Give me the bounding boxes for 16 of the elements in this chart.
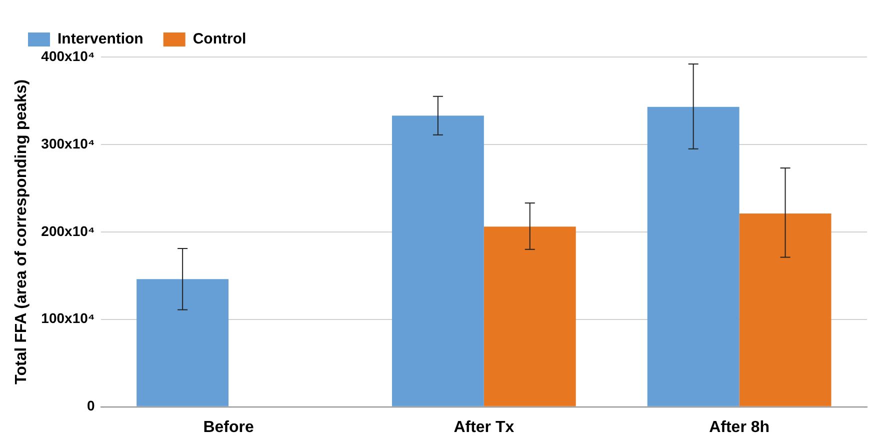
bar <box>647 106 740 406</box>
y-axis-title: Total FFA (area of corresponding peaks) <box>13 79 30 384</box>
x-tick-label: After 8h <box>709 418 770 436</box>
y-tick-label: 400x10⁴ <box>41 48 95 64</box>
bar <box>484 226 576 406</box>
y-tick-label: 0 <box>87 398 96 414</box>
x-tick-label: After Tx <box>454 418 514 436</box>
y-tick-label: 300x10⁴ <box>41 135 95 152</box>
y-tick-label: 100x10⁴ <box>41 310 95 326</box>
bar <box>136 279 229 406</box>
legend-label: Control <box>192 30 246 48</box>
legend-label: Intervention <box>58 30 144 48</box>
bar <box>392 116 484 406</box>
x-tick-label: Before <box>203 418 254 436</box>
y-tick-label: 200x10⁴ <box>41 222 95 239</box>
bar <box>739 214 832 406</box>
